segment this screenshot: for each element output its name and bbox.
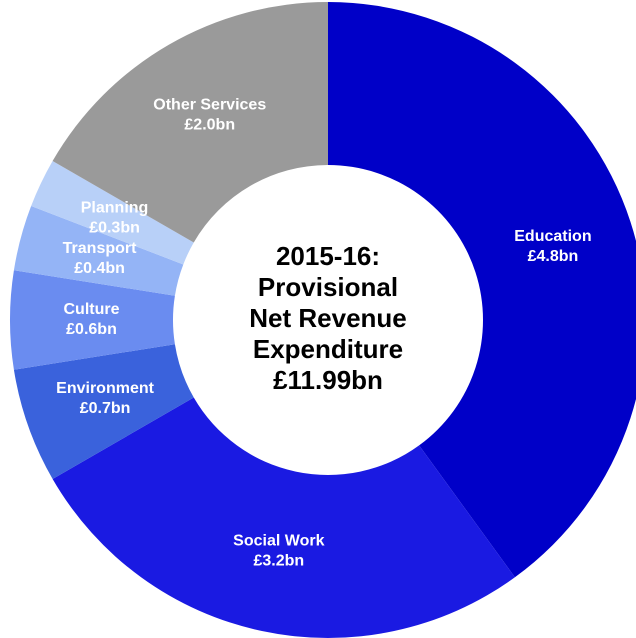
slice-label: Other Services — [153, 96, 266, 113]
center-title: £11.99bn — [273, 365, 383, 395]
slice-label: Planning — [81, 199, 149, 216]
slice-label: Education — [514, 228, 591, 245]
slice — [328, 2, 636, 578]
slice — [13, 344, 194, 479]
slice-label: Environment — [56, 380, 154, 397]
value-label: £0.6bn — [66, 321, 117, 338]
slice — [52, 2, 329, 243]
value-label: £2.0bn — [184, 116, 235, 133]
value-label: £0.3bn — [89, 219, 140, 236]
slice — [10, 270, 175, 370]
slice — [31, 161, 194, 265]
value-label: £3.2bn — [253, 553, 304, 570]
value-label: £4.8bn — [528, 248, 579, 265]
center-title: 2015-16: — [276, 241, 380, 271]
slice-label: Social Work — [233, 533, 324, 550]
center-title: Provisional — [258, 272, 398, 302]
center-title: Expenditure — [253, 334, 403, 364]
value-label: £0.4bn — [74, 260, 125, 277]
slice-label: Transport — [63, 240, 137, 257]
center-title: Net Revenue — [249, 303, 407, 333]
value-label: £0.7bn — [80, 400, 131, 417]
slice — [13, 206, 184, 296]
slice-label: Culture — [64, 301, 120, 318]
slice — [52, 397, 515, 638]
